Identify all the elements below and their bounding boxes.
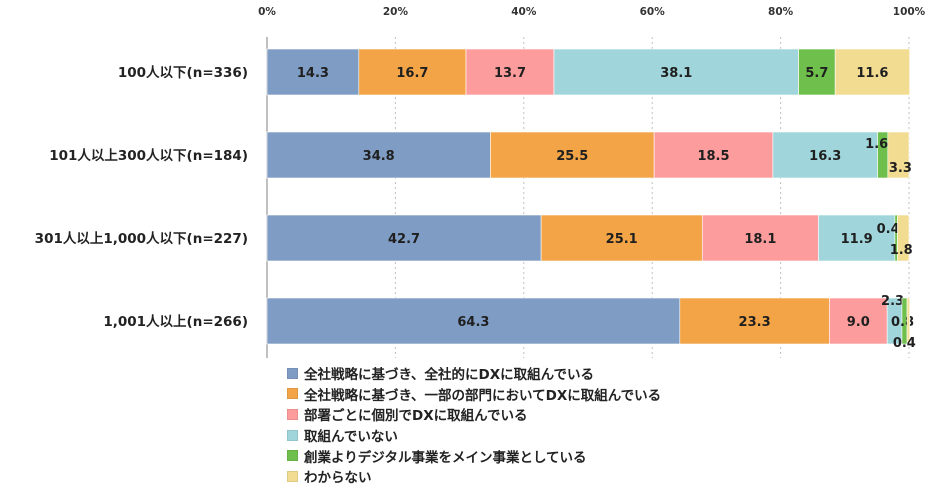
data-label: 5.7 xyxy=(805,66,828,81)
data-label: 9.0 xyxy=(847,315,870,330)
data-label: 18.1 xyxy=(744,232,776,247)
data-label: 3.3 xyxy=(889,161,912,176)
data-label: 25.5 xyxy=(556,149,588,164)
data-label: 1.8 xyxy=(890,243,913,258)
data-label: 16.3 xyxy=(809,149,841,164)
bar-segment xyxy=(829,297,888,345)
data-label: 34.8 xyxy=(363,149,395,164)
data-label: 42.7 xyxy=(388,232,420,247)
category-label: 101人以上300人以下(n=184) xyxy=(49,148,248,164)
bar-segment xyxy=(266,48,360,96)
bar-segment xyxy=(798,48,836,96)
bar-segment xyxy=(266,131,491,179)
legend-label: 取組んでいない xyxy=(304,429,398,446)
x-tick-label: 40% xyxy=(511,6,537,18)
legend: 全社戦略に基づき、全社的にDXに取組んでいる全社戦略に基づき、一部の部門において… xyxy=(287,363,661,487)
data-label: 64.3 xyxy=(457,315,489,330)
data-label: 23.3 xyxy=(739,315,771,330)
legend-label: わからない xyxy=(304,470,372,487)
x-tick-label: 80% xyxy=(768,6,794,18)
data-label: 25.1 xyxy=(606,232,638,247)
legend-item: 全社戦略に基づき、全社的にDXに取組んでいる xyxy=(287,363,661,384)
bar-segment xyxy=(772,131,878,179)
bar-segment xyxy=(834,48,910,96)
data-label: 1.6 xyxy=(865,137,888,152)
legend-item: 創業よりデジタル事業をメイン事業としている xyxy=(287,445,661,466)
legend-swatch xyxy=(287,367,298,379)
data-label: 38.1 xyxy=(660,66,692,81)
bar-segment xyxy=(465,48,555,96)
data-label: 0.4 xyxy=(893,336,916,351)
legend-swatch xyxy=(287,408,298,420)
legend-label: 全社戦略に基づき、全社的にDXに取組んでいる xyxy=(304,367,594,384)
legend-swatch xyxy=(287,388,298,400)
data-label: 0.4 xyxy=(877,222,900,237)
bar-segment xyxy=(553,48,799,96)
legend-swatch xyxy=(287,450,298,462)
legend-item: 全社戦略に基づき、一部の部門においてDXに取組んでいる xyxy=(287,384,661,405)
data-label: 11.6 xyxy=(856,66,888,81)
legend-item: 部署ごとに個別でDXに取組んでいる xyxy=(287,404,661,425)
bar-segment xyxy=(679,297,830,345)
data-label: 13.7 xyxy=(494,66,526,81)
data-label: 2.3 xyxy=(881,294,904,309)
data-label: 14.3 xyxy=(297,66,329,81)
data-label: 18.5 xyxy=(697,149,729,164)
legend-swatch xyxy=(287,470,298,482)
legend-label: 部署ごとに個別でDXに取組んでいる xyxy=(304,408,528,425)
bar-segment xyxy=(266,297,681,345)
bar-segment xyxy=(887,131,910,179)
legend-item: わからない xyxy=(287,466,661,487)
x-tick-label: 0% xyxy=(258,6,276,18)
bar-segment xyxy=(653,131,774,179)
category-label: 1,001人以上(n=266) xyxy=(103,314,248,330)
bar-segment xyxy=(358,48,467,96)
bar-segment xyxy=(818,214,896,262)
data-label: 0.8 xyxy=(891,315,914,330)
category-label: 100人以下(n=336) xyxy=(118,65,248,81)
data-label: 16.7 xyxy=(396,66,428,81)
data-label: 11.9 xyxy=(841,232,873,247)
x-tick-label: 20% xyxy=(383,6,409,18)
legend-label: 創業よりデジタル事業をメイン事業としている xyxy=(304,449,587,466)
x-tick-label: 100% xyxy=(893,6,926,18)
legend-swatch xyxy=(287,429,298,441)
legend-item: 取組んでいない xyxy=(287,425,661,446)
x-tick-label: 60% xyxy=(640,6,666,18)
bar-segment xyxy=(897,214,910,262)
bar-segment xyxy=(906,297,910,345)
bar-segment xyxy=(490,131,655,179)
bar-segment xyxy=(701,214,819,262)
category-label: 301人以上1,000人以下(n=227) xyxy=(35,231,248,247)
bar-segment xyxy=(540,214,703,262)
legend-label: 全社戦略に基づき、一部の部門においてDXに取組んでいる xyxy=(304,387,662,404)
bar-segment xyxy=(266,214,542,262)
